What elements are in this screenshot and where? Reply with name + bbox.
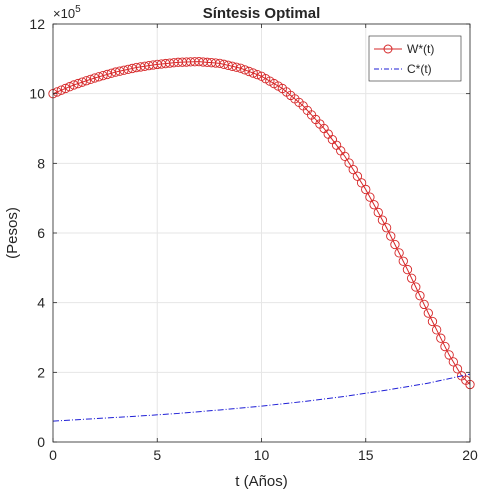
series-w-point	[419, 299, 429, 310]
series-w-point	[85, 74, 96, 85]
legend: W*(t) C*(t)	[368, 35, 462, 82]
grid	[52, 23, 471, 443]
x-axis-label: t (Años)	[235, 473, 288, 490]
y-scale-exponent: 5	[75, 4, 81, 15]
y-tick-label: 6	[37, 225, 45, 241]
series-w-point	[340, 151, 350, 162]
legend-label-c: C*(t)	[407, 62, 432, 76]
series-w-point	[356, 178, 367, 188]
series-w-point	[60, 83, 71, 94]
legend-box	[368, 35, 462, 82]
series-w-point	[56, 85, 66, 95]
y-tick-label: 8	[37, 155, 45, 171]
series-w-point	[431, 325, 442, 335]
series-w-point	[81, 76, 92, 86]
series-w-point	[406, 273, 417, 283]
series-w-point	[352, 171, 363, 181]
series-w-point	[427, 316, 438, 327]
y-scale-base: ×10	[53, 6, 75, 21]
series-w-point	[94, 72, 104, 82]
x-tick-label: 20	[462, 447, 478, 463]
series-c-line	[52, 373, 471, 422]
series-w-point	[402, 264, 413, 275]
series-w-point	[244, 66, 254, 77]
series-w-point	[361, 184, 371, 195]
series-w-point	[415, 291, 425, 301]
x-tick-label: 5	[153, 447, 161, 463]
series-w-point	[98, 70, 108, 81]
y-tick-label: 4	[37, 295, 45, 311]
series-w-point	[69, 80, 79, 90]
series-w-point	[90, 73, 100, 83]
series-w-point	[394, 248, 404, 258]
series-w-point	[248, 68, 258, 78]
x-tick-label: 0	[49, 447, 57, 463]
series-w-point	[252, 69, 262, 80]
series-w-point	[436, 333, 446, 343]
y-tick-label: 10	[29, 86, 45, 102]
series-w-point	[240, 65, 250, 75]
series-w-point	[381, 223, 392, 233]
series-w-point	[390, 239, 400, 250]
series-w-point	[440, 341, 450, 352]
series-w-point	[373, 207, 383, 218]
series-w-point	[377, 215, 388, 225]
legend-marker-w	[383, 44, 393, 54]
x-tick-label: 15	[358, 447, 374, 463]
series-w-point	[452, 364, 463, 374]
series-w-point	[77, 77, 87, 87]
series-w-point	[369, 200, 379, 210]
ticks: 0 5 10 15 20 0 2 4 6 8 10 12	[29, 16, 478, 463]
y-axis-label: (Pesos)	[4, 207, 21, 259]
series-w-point	[365, 192, 375, 202]
series-w-point	[386, 231, 396, 241]
series-w-point	[348, 164, 358, 175]
series-w-point	[235, 63, 246, 73]
series-w-point	[411, 282, 421, 292]
legend-label-w: W*(t)	[407, 42, 434, 56]
y-scale-factor: ×105	[53, 4, 81, 21]
x-tick-label: 10	[254, 447, 270, 463]
series-w-point	[423, 308, 433, 318]
y-tick-label: 0	[37, 434, 45, 450]
series-w-point	[448, 357, 458, 367]
series-w-point	[102, 69, 112, 80]
series-w-point	[398, 256, 408, 266]
series-w-point	[231, 62, 242, 72]
y-tick-label: 12	[29, 16, 45, 32]
series-w-point	[344, 158, 354, 168]
series-w-point	[73, 78, 83, 89]
series-w-point	[444, 350, 454, 360]
y-tick-label: 2	[37, 364, 45, 380]
chart-title: Síntesis Optimal	[203, 5, 321, 22]
series-w-point	[65, 82, 75, 92]
